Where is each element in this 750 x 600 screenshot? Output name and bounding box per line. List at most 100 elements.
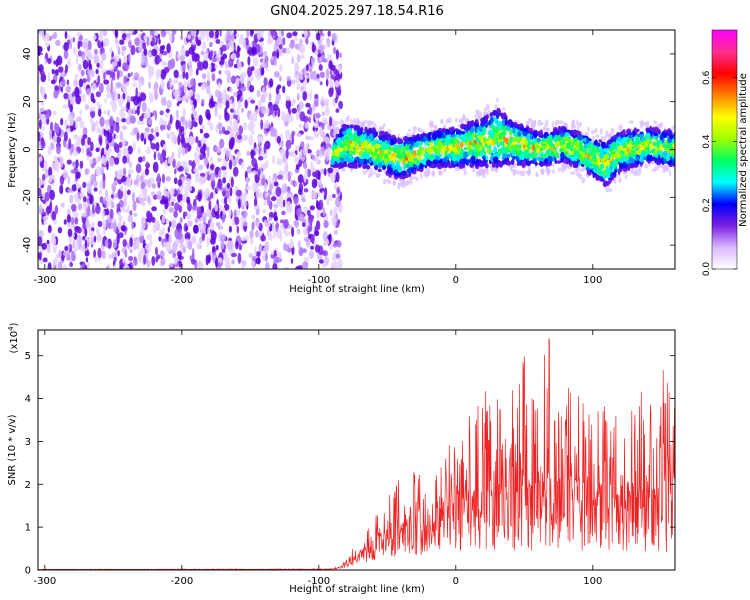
spectrogram-cell (512, 169, 516, 177)
spectrogram-cell (148, 92, 154, 103)
spectrogram-cell (109, 208, 114, 220)
spectrogram-cell (324, 187, 328, 199)
spectrogram-cell (249, 85, 255, 93)
spectrogram-cell (90, 141, 94, 152)
spectrogram-cell (192, 159, 196, 170)
spectrogram-cell (99, 196, 104, 204)
spectrogram-cell (268, 211, 274, 219)
spectrogram-cell (333, 46, 337, 55)
spectrogram-cell (152, 110, 156, 117)
spectrogram-cell (105, 189, 109, 199)
spectrogram-cell (48, 166, 53, 178)
spectrogram-cell (73, 212, 79, 218)
spectrogram-cell (323, 98, 329, 106)
spectrogram-cell (251, 214, 256, 220)
spectrogram-cell (63, 92, 69, 100)
spectrogram-cell (46, 239, 50, 245)
spectrogram-cell (158, 38, 161, 45)
spectrogram-cell (199, 30, 205, 37)
spectrogram-cell (252, 111, 258, 122)
spectrogram-cell (271, 249, 274, 255)
spectrogram-cell (602, 172, 605, 179)
spectrogram-cell (67, 176, 71, 185)
spectrogram-cell (89, 230, 95, 238)
spectrogram-cell (253, 57, 258, 67)
spectrogram-cell (266, 107, 270, 116)
spectrogram-cell (67, 188, 73, 194)
spectrogram-cell (97, 220, 103, 228)
spectrogram-cell (556, 160, 562, 164)
spectrogram-cell (46, 243, 51, 254)
spectrogram-cell (640, 122, 643, 129)
spectrogram-cell (75, 197, 81, 204)
spectrogram-cell (89, 158, 93, 165)
spectrogram-cell (98, 108, 102, 117)
spectrogram-cell (266, 195, 271, 206)
spectrogram-cell (308, 116, 311, 124)
spectrogram-cell (314, 244, 321, 253)
spectrogram-cell (62, 264, 67, 269)
spectrogram-cell (190, 78, 195, 86)
spectrogram-cell (51, 34, 56, 39)
spectrogram-cell (374, 164, 378, 171)
spectrogram-cell (651, 168, 657, 172)
spectrogram-cell (79, 34, 83, 41)
spectrogram-cell (87, 137, 91, 146)
spectrogram-cell (99, 82, 104, 94)
spectrogram-cell (644, 163, 649, 169)
spectrogram-cell (291, 131, 295, 137)
spectrogram-cell (277, 107, 281, 118)
spectrogram-cell (302, 91, 308, 101)
spectrogram-cell (326, 39, 331, 48)
spectrogram-cell (161, 173, 165, 184)
spectrogram-cell (392, 180, 396, 186)
spectrogram-cell (141, 120, 145, 125)
spectrogram-cell (97, 74, 100, 85)
spectrogram-cell (167, 156, 173, 165)
spectrogram-cell (319, 71, 325, 79)
spectrogram-cell (244, 99, 248, 109)
spectrogram-cell (282, 85, 286, 94)
spectrogram-cell (613, 178, 617, 185)
spectrogram-cell (87, 69, 93, 75)
spectrogram-cell (184, 232, 191, 241)
spectrogram-cell (101, 52, 107, 61)
spectrogram-cell (177, 134, 181, 146)
spectrogram-cell (211, 73, 216, 82)
spectrogram-cell (207, 254, 211, 263)
spectrogram-cell (284, 231, 291, 237)
spectrogram-cell (96, 101, 101, 108)
spectrogram-cell (551, 163, 555, 168)
spectrogram-cell (409, 176, 413, 180)
spectrogram-cell (145, 218, 149, 223)
spectrogram-cell (111, 203, 115, 209)
spectrogram-cell (278, 197, 283, 207)
spectrogram-cell (157, 33, 161, 40)
spectrogram-cell (570, 123, 575, 130)
spectrogram-cell (62, 170, 69, 179)
spectrogram-cell (489, 112, 493, 118)
spectrogram-cell (632, 171, 638, 177)
spectrogram-cell (75, 94, 82, 105)
spectrogram-cell (335, 108, 340, 113)
spectrogram-cell (303, 162, 308, 169)
spectrogram-cell (206, 30, 209, 37)
spectrogram-cell (298, 123, 302, 128)
spectrogram-cell (86, 147, 91, 156)
spectrogram-cell (578, 121, 582, 128)
spectrogram-cell (224, 196, 228, 205)
spectrogram-cell (75, 183, 81, 189)
spectrogram-cell (237, 61, 242, 71)
spectrogram-cell (122, 155, 127, 164)
spectrogram-cell (649, 143, 654, 150)
spectrogram-cell (117, 250, 120, 257)
spectrogram-cell (194, 217, 199, 224)
spectrogram-cell (235, 33, 239, 38)
spectrogram-cell (206, 35, 209, 42)
spectrogram-cell (125, 63, 129, 72)
spectrogram-cell (229, 187, 233, 197)
spectrogram-cell (178, 81, 183, 89)
spectrogram-cell (95, 204, 101, 214)
spectrogram-cell (195, 68, 199, 76)
spectrogram-cell (71, 203, 77, 212)
